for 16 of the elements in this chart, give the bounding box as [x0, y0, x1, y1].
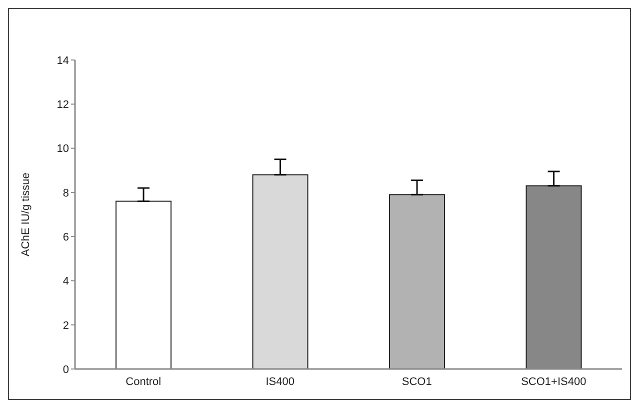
- y-tick-label: 8: [62, 187, 69, 200]
- x-tick-label: Control: [126, 376, 162, 388]
- y-tick-label: 6: [62, 231, 69, 244]
- bar: [252, 174, 308, 369]
- bar: [389, 194, 446, 369]
- x-tick-label: SCO1+IS400: [521, 376, 586, 388]
- x-tick-label: SCO1: [402, 376, 432, 388]
- y-tick-label: 4: [62, 276, 69, 288]
- x-tick-label: IS400: [266, 376, 294, 388]
- y-tick-label: 14: [56, 54, 69, 67]
- y-tick-label: 2: [62, 320, 69, 332]
- y-tick-label: 10: [56, 143, 69, 156]
- y-tick-label: 12: [56, 99, 69, 112]
- y-tick-label: 0: [62, 364, 69, 376]
- y-axis-title: AChE IU/g tissue: [20, 172, 32, 256]
- bar: [116, 200, 172, 369]
